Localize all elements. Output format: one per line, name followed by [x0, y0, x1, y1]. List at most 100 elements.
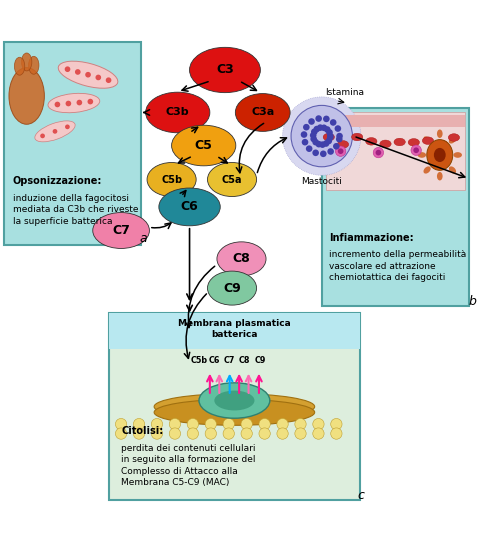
Text: C9: C9: [223, 282, 241, 295]
Circle shape: [40, 134, 45, 138]
Ellipse shape: [449, 167, 456, 174]
Circle shape: [330, 418, 342, 430]
Circle shape: [205, 428, 216, 439]
Ellipse shape: [29, 56, 39, 74]
Text: b: b: [468, 295, 476, 308]
Ellipse shape: [21, 53, 32, 71]
Ellipse shape: [437, 172, 443, 181]
Text: C7: C7: [224, 356, 235, 365]
Circle shape: [87, 99, 93, 104]
Ellipse shape: [335, 146, 346, 156]
Text: C6: C6: [181, 200, 199, 213]
Ellipse shape: [338, 149, 343, 154]
Ellipse shape: [159, 188, 220, 226]
Circle shape: [336, 136, 342, 143]
Circle shape: [223, 428, 234, 439]
Circle shape: [291, 105, 352, 167]
Circle shape: [241, 428, 252, 439]
Text: incremento della permeabilità
vascolare ed attrazione
chemiotattica dei fagociti: incremento della permeabilità vascolare …: [329, 250, 466, 282]
Circle shape: [65, 67, 70, 72]
Ellipse shape: [154, 399, 315, 425]
Circle shape: [314, 126, 320, 132]
Ellipse shape: [235, 93, 290, 132]
Ellipse shape: [9, 68, 44, 124]
Text: C9: C9: [255, 356, 266, 365]
Ellipse shape: [217, 242, 266, 276]
Ellipse shape: [214, 390, 254, 411]
Circle shape: [223, 418, 234, 430]
Circle shape: [169, 428, 181, 439]
Circle shape: [187, 428, 199, 439]
Bar: [109, 313, 360, 348]
Circle shape: [321, 124, 327, 131]
Circle shape: [328, 148, 334, 155]
Circle shape: [169, 418, 181, 430]
Text: C3: C3: [216, 63, 234, 76]
Circle shape: [133, 418, 145, 430]
Ellipse shape: [422, 138, 434, 146]
Text: Istamina: Istamina: [326, 88, 365, 97]
Ellipse shape: [453, 152, 462, 158]
Circle shape: [313, 418, 324, 430]
Text: a: a: [140, 232, 148, 245]
Circle shape: [77, 100, 82, 105]
Circle shape: [54, 102, 60, 108]
Text: c: c: [357, 489, 364, 502]
Ellipse shape: [423, 167, 431, 174]
Text: C6: C6: [209, 356, 220, 365]
Circle shape: [317, 124, 324, 131]
Ellipse shape: [417, 152, 426, 158]
Ellipse shape: [207, 163, 256, 197]
Circle shape: [116, 428, 127, 439]
Circle shape: [85, 72, 91, 78]
Circle shape: [116, 418, 127, 430]
Text: Mastociti: Mastociti: [301, 177, 342, 186]
Circle shape: [330, 119, 336, 126]
Ellipse shape: [423, 136, 431, 144]
Circle shape: [323, 116, 329, 122]
Ellipse shape: [35, 121, 75, 142]
Ellipse shape: [147, 163, 196, 197]
Circle shape: [334, 125, 341, 132]
Circle shape: [95, 75, 101, 80]
Circle shape: [326, 138, 332, 144]
Circle shape: [327, 134, 333, 141]
Ellipse shape: [48, 93, 100, 112]
Circle shape: [315, 115, 322, 122]
Ellipse shape: [437, 140, 448, 148]
Ellipse shape: [190, 48, 260, 93]
Circle shape: [308, 118, 315, 125]
Ellipse shape: [146, 92, 210, 133]
Text: C8: C8: [239, 356, 250, 365]
Ellipse shape: [411, 145, 421, 156]
Circle shape: [277, 428, 288, 439]
Text: C8: C8: [233, 252, 250, 265]
Ellipse shape: [207, 271, 256, 305]
Ellipse shape: [154, 394, 315, 420]
Circle shape: [75, 69, 81, 75]
Ellipse shape: [375, 150, 381, 156]
Circle shape: [326, 129, 333, 136]
Circle shape: [316, 141, 322, 147]
Text: Infiammazione:: Infiammazione:: [329, 233, 413, 243]
Circle shape: [312, 150, 319, 156]
Ellipse shape: [337, 134, 349, 141]
Ellipse shape: [352, 134, 363, 142]
Circle shape: [323, 140, 329, 147]
Circle shape: [151, 418, 163, 430]
Circle shape: [302, 139, 308, 145]
Circle shape: [311, 128, 318, 135]
Circle shape: [66, 100, 71, 106]
Text: C3b: C3b: [166, 108, 190, 117]
FancyBboxPatch shape: [109, 313, 360, 500]
Text: C7: C7: [112, 224, 130, 237]
Circle shape: [312, 139, 319, 145]
Circle shape: [330, 428, 342, 439]
Circle shape: [259, 428, 270, 439]
Circle shape: [313, 428, 324, 439]
Circle shape: [106, 78, 111, 83]
Text: Citolisi:: Citolisi:: [121, 426, 164, 436]
Circle shape: [327, 133, 333, 139]
FancyBboxPatch shape: [4, 41, 141, 245]
Circle shape: [324, 126, 330, 133]
